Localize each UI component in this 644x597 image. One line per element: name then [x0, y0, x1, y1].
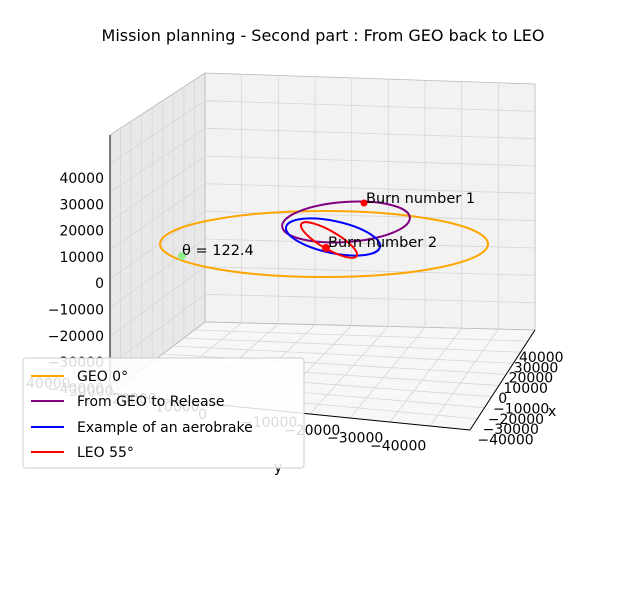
- legend-label-geo-to-release: From GEO to Release: [77, 394, 225, 410]
- grid-line-back-h: [204, 293, 536, 304]
- grid-line-left-h: [109, 100, 206, 165]
- grid-line-floor-y: [173, 345, 514, 364]
- x-tick-label: −10000: [493, 402, 549, 418]
- burn-1-point: [360, 199, 368, 207]
- grid-line-floor-y: [194, 329, 528, 342]
- burn-2-label: Burn number 2: [328, 235, 437, 251]
- z-tick-label: 20000: [59, 224, 104, 240]
- x-tick-label: 0: [498, 391, 507, 407]
- x-axis-label: x: [548, 404, 556, 420]
- legend-box: [22, 357, 305, 469]
- grid-line-back-h: [204, 127, 536, 140]
- legend-label-aerobrake: Example of an aerobrake: [77, 420, 253, 436]
- legend: GEO 0° From GEO to Release Example of an…: [22, 357, 305, 469]
- x-tick-label: −30000: [483, 422, 539, 438]
- z-tick-label: 40000: [59, 171, 104, 187]
- grid-line-floor-y: [183, 337, 521, 353]
- grid-line-floor-x: [349, 327, 426, 419]
- grid-line-floor-y: [162, 353, 507, 375]
- grid-line-back-h: [204, 183, 536, 194]
- x-tick-label: −20000: [488, 412, 544, 428]
- x-tick-labels: 400003000020000100000−10000−20000−30000−…: [477, 350, 563, 448]
- orbit-series: [159, 200, 489, 278]
- x-tick-label: 30000: [514, 360, 559, 376]
- grid-line-back-h: [204, 266, 536, 276]
- theta-label: θ = 122.4: [182, 243, 254, 259]
- legend-label-geo: GEO 0°: [77, 369, 128, 385]
- y-tick-label: −30000: [327, 431, 383, 447]
- x-axis-line: [469, 329, 536, 431]
- orbit-geo: [159, 210, 489, 278]
- grid-line-left-h: [109, 266, 206, 337]
- y-tick-label: −40000: [370, 438, 426, 454]
- grid-line-left-h: [109, 238, 206, 308]
- grid-line-left-h: [109, 155, 206, 222]
- grid-line-left-h: [109, 128, 206, 193]
- grid-line-floor-x: [429, 328, 499, 427]
- grid-line-back-h: [204, 100, 536, 112]
- z-tick-label: 0: [95, 276, 104, 292]
- theta-point: [178, 252, 186, 260]
- z-tick-label: −10000: [48, 303, 104, 319]
- z-tick-label: 30000: [59, 197, 104, 213]
- legend-label-leo: LEO 55°: [77, 445, 134, 461]
- x-tick-label: 20000: [509, 371, 554, 387]
- z-tick-label: 10000: [59, 250, 104, 266]
- grid-line-floor-x: [309, 326, 389, 415]
- z-tick-label: −20000: [48, 329, 104, 345]
- grid-line-left-h: [109, 211, 206, 280]
- grid-line-floor-x: [389, 327, 462, 423]
- x-tick-label: −40000: [477, 432, 533, 448]
- burn-2-point: [322, 244, 330, 252]
- chart-title: Mission planning - Second part : From GE…: [102, 26, 545, 45]
- x-tick-label: 40000: [519, 350, 564, 366]
- orbit-aerobrake: [284, 217, 382, 257]
- marker-points: [178, 199, 368, 260]
- grid-line-left-h: [109, 294, 206, 366]
- burn-1-label: Burn number 1: [366, 191, 475, 207]
- grid-line-back-h: [204, 155, 536, 167]
- grid-line-left-h: [109, 183, 206, 251]
- grid-line-back-h: [204, 238, 536, 249]
- x-tick-label: 10000: [503, 381, 548, 397]
